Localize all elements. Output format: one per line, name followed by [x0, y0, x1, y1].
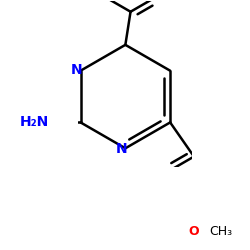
Text: N: N — [71, 63, 83, 77]
Text: O: O — [189, 225, 199, 238]
Text: H₂N: H₂N — [19, 116, 48, 130]
Text: N: N — [116, 142, 128, 156]
Text: CH₃: CH₃ — [210, 225, 233, 238]
